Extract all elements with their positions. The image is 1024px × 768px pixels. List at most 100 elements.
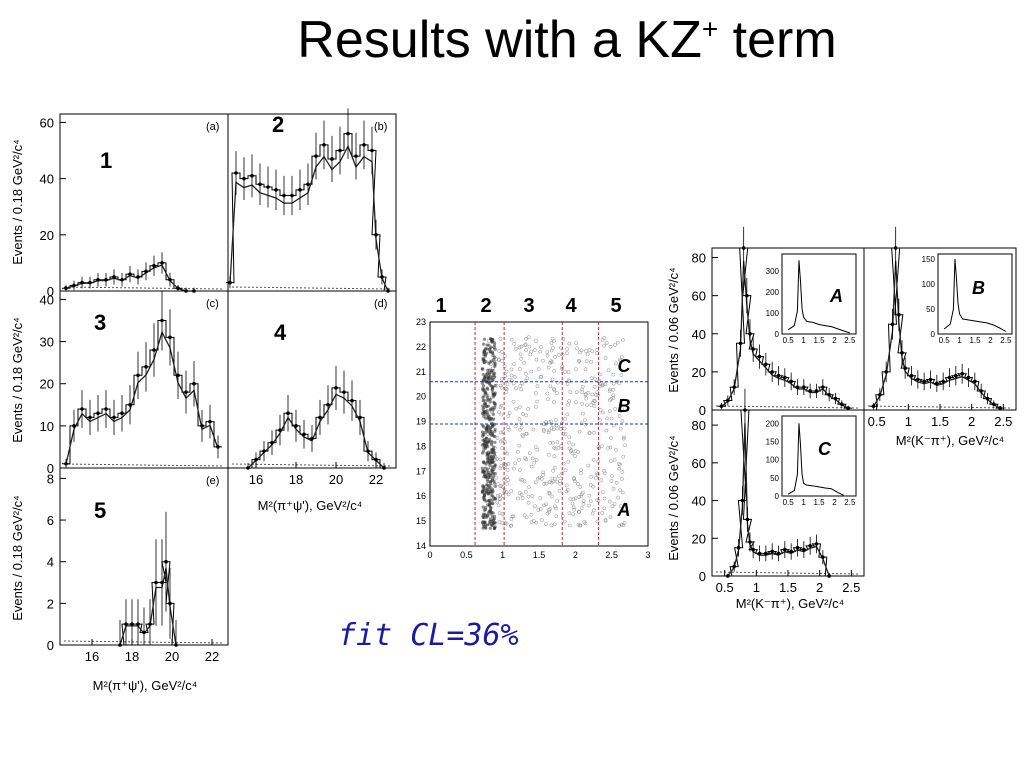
x-tick-label: 20 <box>165 649 179 664</box>
scatter-point <box>583 521 588 526</box>
dense-band-point <box>482 515 486 520</box>
dense-band-point <box>486 452 490 457</box>
fit-curve <box>229 144 389 292</box>
dense-band-point <box>493 525 497 529</box>
x-tick-label: 20 <box>329 472 343 487</box>
scatter-point <box>592 384 597 389</box>
data-point <box>330 157 334 161</box>
slide-title: Results with a KZ+ term <box>0 11 1024 69</box>
data-point <box>168 601 172 606</box>
scatter-point <box>611 423 616 428</box>
dense-band-point <box>487 498 491 503</box>
scatter-point <box>504 490 509 494</box>
scatter-point <box>515 449 520 454</box>
data-point <box>104 277 108 282</box>
x-tick-label: 16 <box>249 472 263 487</box>
data-point <box>741 246 746 250</box>
inset-y-tick-label: 50 <box>770 474 779 483</box>
data-point <box>302 432 306 437</box>
x-tick-label: 0.5 <box>716 580 734 595</box>
dalitz-y-tick-label: 17 <box>416 466 426 476</box>
scatter-point <box>520 478 525 482</box>
dense-band-point <box>493 471 497 476</box>
dense-band-point <box>484 404 488 408</box>
dense-band-point <box>482 414 486 419</box>
dense-band-point <box>482 337 487 341</box>
scatter-point <box>608 344 613 349</box>
scatter-point <box>541 470 545 475</box>
dense-band-point <box>493 429 497 433</box>
scatter-point <box>517 417 522 421</box>
scatter-point <box>584 396 589 401</box>
scatter-point <box>531 519 536 523</box>
dense-band-point <box>486 491 490 496</box>
data-point <box>821 555 825 559</box>
scatter-point <box>509 523 514 528</box>
scatter-point <box>546 365 551 370</box>
scatter-point <box>548 360 553 365</box>
scatter-point <box>499 412 504 417</box>
scatter-point <box>592 508 596 513</box>
dalitz-y-tick-label: 16 <box>416 491 426 501</box>
data-point <box>893 246 898 250</box>
data-point <box>726 398 730 403</box>
scatter-point <box>617 414 622 418</box>
scatter-point <box>610 474 614 478</box>
dense-band-point <box>490 476 495 480</box>
data-point <box>736 545 741 550</box>
scatter-point <box>545 391 550 396</box>
dense-band-point <box>486 480 490 484</box>
data-point <box>947 375 952 380</box>
scatter-point <box>581 411 585 416</box>
inset-frame <box>781 253 857 335</box>
scatter-point <box>593 393 598 397</box>
data-point <box>160 318 164 323</box>
scatter-point <box>571 505 576 510</box>
scatter-point <box>518 477 523 482</box>
scatter-point <box>544 522 548 526</box>
inset-y-tick-label: 0 <box>931 330 936 339</box>
inset-y-tick-label: 150 <box>766 437 780 446</box>
dense-band-point <box>483 440 488 444</box>
scatter-point <box>529 464 534 469</box>
scatter-point <box>582 520 587 524</box>
dense-band-point <box>483 430 487 435</box>
dense-band-point <box>488 350 492 354</box>
data-point <box>310 436 314 441</box>
scatter-point <box>518 384 523 388</box>
dalitz-y-tick-label: 23 <box>416 317 426 327</box>
y-tick-label: 6 <box>47 513 54 528</box>
scatter-point <box>575 346 579 351</box>
scatter-point <box>615 340 620 345</box>
data-point <box>112 275 116 279</box>
region-label: 2 <box>272 112 284 137</box>
scatter-point <box>538 507 543 511</box>
scatter-point <box>526 407 530 411</box>
data-point <box>250 174 254 178</box>
dense-band-point <box>492 400 496 404</box>
data-point <box>366 449 370 453</box>
scatter-point <box>498 497 503 502</box>
data-point <box>282 193 286 198</box>
dense-band-point <box>491 351 495 355</box>
data-point <box>88 280 92 285</box>
data-point <box>871 404 876 408</box>
panel-b: (b) 2 <box>226 108 397 293</box>
scatter-point <box>504 390 509 394</box>
scatter-point <box>549 341 554 346</box>
scatter-point <box>618 426 623 431</box>
data-point <box>334 386 338 390</box>
dense-band-point <box>490 388 494 392</box>
scatter-point <box>552 454 557 459</box>
dalitz-x-tick-label: 1.5 <box>533 550 546 560</box>
scatter-point <box>565 347 569 352</box>
x-tick-label: 22 <box>369 472 383 487</box>
scatter-point <box>505 451 509 456</box>
background-curve <box>867 405 1011 409</box>
scatter-point <box>553 418 558 422</box>
scatter-point <box>486 339 491 343</box>
dense-band-point <box>486 430 490 434</box>
scatter-point <box>586 463 591 468</box>
scatter-point <box>538 496 543 500</box>
